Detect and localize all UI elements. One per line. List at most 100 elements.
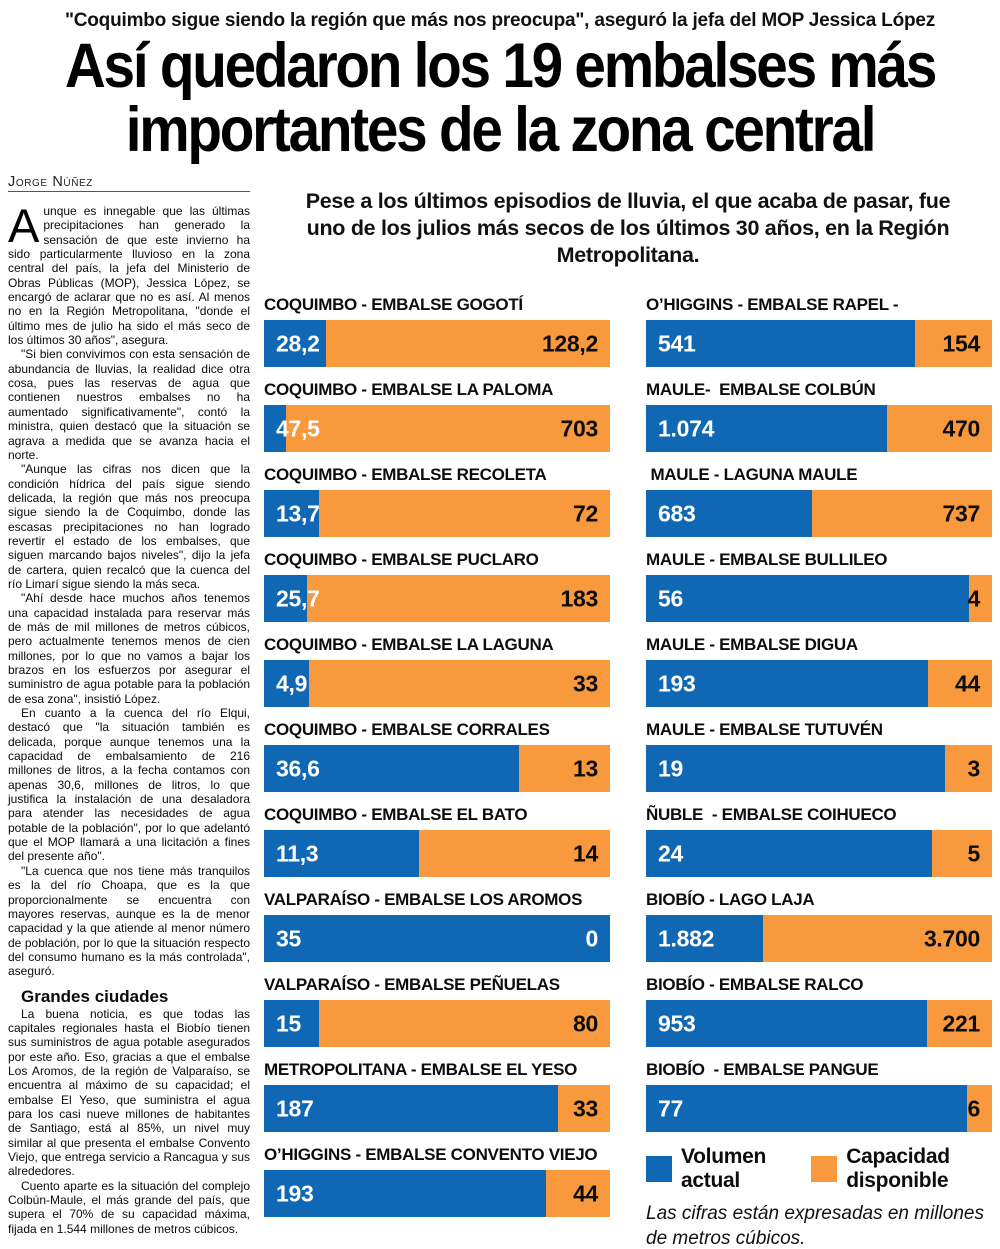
chart-block: COQUIMBO - EMBALSE GOGOTÍ 28,2 128,2 [264,295,610,367]
capacity-value: 3 [967,755,981,781]
chart-block: O’HIGGINS - EMBALSE CONVENTO VIEJO 193 44 [264,1145,610,1217]
chart-title: O’HIGGINS - EMBALSE CONVENTO VIEJO [264,1145,598,1164]
volume-segment [646,405,887,452]
chart-legend: Volumen actual Capacidad disponible [646,1145,992,1193]
chart-title: MAULE - EMBALSE TUTUVÉN [646,720,883,739]
volume-segment [264,1000,319,1047]
article-paragraph: La buena noticia, es que todas las capit… [8,1006,250,1179]
capacity-value: 5 [967,840,981,866]
unit-note: Las cifras están expresadas en millones … [646,1203,984,1249]
intro-text: Pese a los últimos episodios de lluvia, … [305,189,951,267]
stacked-bar: 77 6 [646,1085,992,1132]
chart-title: BIOBÍO - LAGO LAJA [646,890,815,909]
capacity-value: 6 [967,1095,981,1121]
capacity-value: 154 [942,330,981,356]
chart-title: MAULE - LAGUNA MAULE [646,465,858,484]
volume-segment [264,490,320,537]
chart-title: VALPARAÍSO - EMBALSE PEÑUELAS [264,975,560,994]
volume-value: 11,3 [276,840,319,866]
volume-value: 953 [658,1010,696,1036]
chart-block: BIOBÍO - LAGO LAJA 1.882 3.700 [646,890,992,962]
capacity-value: 33 [573,670,598,696]
volume-value: 15 [276,1010,301,1036]
volume-value: 19 [658,755,683,781]
capacity-value: 44 [955,670,980,696]
capacity-value: 3.700 [923,925,980,951]
stacked-bar: 953 221 [646,1000,992,1047]
capacity-value: 183 [560,585,599,611]
legend-label-volume: Volumen actual [681,1145,767,1192]
article-paragraph: "Ahí desde hace muchos años tenemos una … [8,591,250,706]
byline-author: Jorge Núñez [8,174,94,190]
capacity-value: 72 [573,500,598,526]
article-paragraph: En cuanto a la cuenca del río Elqui, des… [8,706,250,864]
stacked-bar: 193 44 [646,660,992,707]
chart-block: COQUIMBO - EMBALSE RECOLETA 13,7 72 [264,465,610,537]
chart-block: METROPOLITANA - EMBALSE EL YESO 187 33 [264,1060,610,1132]
kicker: "Coquimbo sigue siendo la región que más… [64,10,936,31]
stacked-bar: 36,6 13 [264,745,610,792]
stacked-bar: 35 0 [264,915,610,962]
chart-block: COQUIMBO - EMBALSE PUCLARO 25,7 183 [264,550,610,622]
stacked-bar: 187 33 [264,1085,610,1132]
article-subhead: Grandes ciudades [21,986,169,1006]
volume-segment [646,660,928,707]
chart-block: BIOBÍO - EMBALSE PANGUE 77 6 [646,1060,992,1132]
volume-segment [646,745,945,792]
capacity-value: 470 [942,415,981,441]
capacity-value: 14 [573,840,598,866]
legend-swatch-volume [646,1156,672,1182]
volume-segment [646,320,916,367]
chart-title: MAULE - EMBALSE DIGUA [646,635,858,654]
stacked-bar: 19 3 [646,745,992,792]
stacked-bar: 28,2 128,2 [264,320,610,367]
capacity-value: 33 [573,1095,598,1121]
article-paragraph: "Si bien convivimos con esta sensación d… [8,347,250,462]
chart-columns: COQUIMBO - EMBALSE GOGOTÍ 28,2 128,2 COQUIM… [264,295,992,1249]
article-paragraph: "La cuenca que nos tiene más tranquilos … [8,863,250,979]
chart-title: MAULE- EMBALSE COLBÚN [646,380,876,399]
chart-title: ÑUBLE - EMBALSE COIHUECO [646,805,897,824]
charts-region: Pese a los últimos episodios de lluvia, … [264,174,992,1249]
chart-block: COQUIMBO - EMBALSE LA PALOMA 47,5 703 [264,380,610,452]
volume-segment [646,1000,927,1047]
chart-block: MAULE - EMBALSE BULLILEO 56 4 [646,550,992,622]
chart-title: O’HIGGINS - EMBALSE RAPEL - [646,295,899,314]
chart-block: MAULE - EMBALSE DIGUA 193 44 [646,635,992,707]
volume-segment [264,320,327,367]
volume-value: 1.882 [658,925,715,951]
stacked-bar: 193 44 [264,1170,610,1217]
stacked-bar: 1.882 3.700 [646,915,992,962]
volume-value: 35 [276,925,301,951]
chart-title: BIOBÍO - EMBALSE RALCO [646,975,864,994]
chart-title: COQUIMBO - EMBALSE PUCLARO [264,550,539,569]
chart-title: COQUIMBO - EMBALSE EL BATO [264,805,528,824]
stacked-bar: 11,3 14 [264,830,610,877]
chart-block: MAULE - LAGUNA MAULE 683 737 [646,465,992,537]
capacity-value: 128,2 [541,330,598,356]
chart-title: COQUIMBO - EMBALSE LA PALOMA [264,380,554,399]
volume-segment [264,1085,559,1132]
volume-segment [264,830,419,877]
volume-value: 193 [276,1180,314,1206]
chart-block: VALPARAÍSO - EMBALSE PEÑUELAS 15 80 [264,975,610,1047]
volume-segment [646,575,969,622]
volume-value: 13,7 [276,500,320,526]
chart-title: COQUIMBO - EMBALSE LA LAGUNA [264,635,554,654]
stacked-bar: 25,7 183 [264,575,610,622]
chart-block: COQUIMBO - EMBALSE CORRALES 36,6 13 [264,720,610,792]
volume-value: 47,5 [276,415,320,441]
volume-value: 56 [658,585,683,611]
capacity-value: 0 [585,925,599,951]
chart-title: METROPOLITANA - EMBALSE EL YESO [264,1060,578,1079]
page-title-line-1: Así quedaron los 19 embalses más [64,31,938,101]
volume-value: 683 [658,500,696,526]
chart-title: COQUIMBO - EMBALSE GOGOTÍ [264,295,523,314]
chart-title: COQUIMBO - EMBALSE CORRALES [264,720,550,739]
volume-segment [646,915,763,962]
